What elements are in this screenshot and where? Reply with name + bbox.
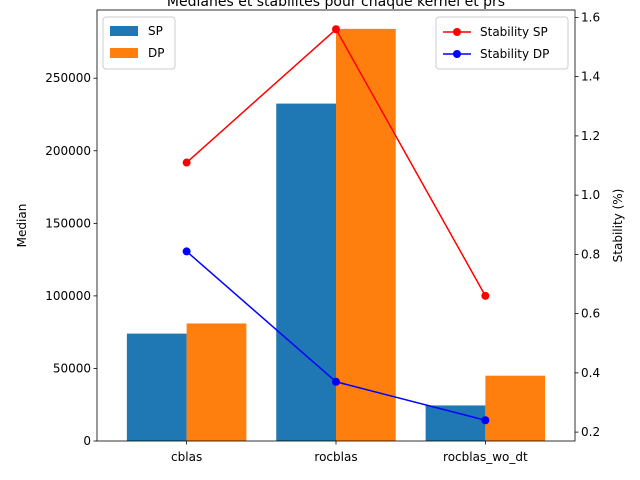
- bar-sp-rocblas: [276, 103, 336, 441]
- y2-tick-label: 1.2: [581, 129, 600, 143]
- legend-bars: SP DP: [102, 16, 176, 70]
- bar-dp-rocblas_wo_dt: [485, 375, 546, 441]
- y-tick-label: 100000: [45, 289, 91, 303]
- legend-label-stability-dp: Stability DP: [480, 47, 549, 61]
- bar-dp-rocblas: [336, 28, 396, 441]
- x-tick-label: cblas: [171, 450, 202, 464]
- point-stability-sp-rocblas: [332, 25, 340, 34]
- point-stability-sp-cblas: [182, 158, 191, 167]
- y-tick-label: 0: [83, 434, 91, 448]
- right-axis: 0.2 0.4 0.6 0.8 1.0 1.2 1.4 1.6: [575, 10, 600, 439]
- y2-tick-label: 1.0: [581, 188, 600, 202]
- bars-layer: [126, 28, 546, 441]
- legend-lines-frame: [435, 16, 569, 70]
- point-stability-dp-rocblas: [332, 377, 340, 386]
- y2-tick-label: 1.4: [581, 70, 600, 84]
- point-stability-dp-rocblas_wo_dt: [481, 416, 490, 425]
- point-stability-dp-cblas: [182, 247, 191, 256]
- legend-bars-frame: [102, 16, 176, 70]
- x-tick-label: rocblas_wo_dt: [443, 450, 528, 464]
- y2-tick-label: 0.4: [581, 366, 600, 380]
- lines-layer: [182, 25, 490, 425]
- y-tick-label: 150000: [45, 216, 91, 230]
- y2-axis-label: Stability (%): [611, 189, 625, 263]
- point-stability-sp-rocblas_wo_dt: [481, 291, 490, 300]
- chart-title: Médianes et stabilités pour chaque kerne…: [167, 0, 505, 10]
- legend-label-dp: DP: [148, 46, 164, 60]
- x-tick-label: rocblas: [314, 450, 357, 464]
- y2-tick-label: 1.6: [581, 10, 600, 24]
- legend-swatch-dp: [110, 48, 138, 58]
- y-tick-label: 200000: [45, 144, 91, 158]
- legend-label-sp: SP: [148, 24, 163, 38]
- bar-sp-rocblas_wo_dt: [425, 405, 486, 441]
- legend-swatch-sp: [110, 26, 138, 36]
- bar-sp-cblas: [126, 333, 187, 441]
- left-axis: 0 50000 100000 150000 200000 250000: [45, 71, 97, 448]
- bar-dp-cblas: [186, 323, 247, 441]
- y2-tick-label: 0.6: [581, 307, 600, 321]
- y-axis-label: Median: [15, 204, 29, 248]
- legend-label-stability-sp: Stability SP: [480, 25, 548, 39]
- y2-tick-label: 0.2: [581, 425, 600, 439]
- legend-marker-stability-dp: [453, 50, 461, 58]
- y-tick-label: 250000: [45, 71, 91, 85]
- x-axis: cblas rocblas rocblas_wo_dt: [171, 441, 528, 464]
- legend-marker-stability-sp: [453, 28, 461, 36]
- y2-tick-label: 0.8: [581, 247, 600, 261]
- legend-lines: Stability SP Stability DP: [435, 16, 569, 70]
- y-tick-label: 50000: [53, 361, 91, 375]
